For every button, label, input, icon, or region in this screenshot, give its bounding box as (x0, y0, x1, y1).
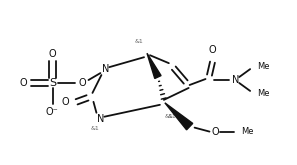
Text: &1: &1 (165, 114, 173, 119)
Text: S: S (49, 78, 56, 88)
Text: Me: Me (257, 89, 270, 98)
Text: O: O (212, 127, 219, 137)
Polygon shape (147, 53, 161, 79)
Text: N: N (102, 64, 109, 74)
Text: &1: &1 (91, 126, 100, 131)
Text: Me: Me (257, 62, 270, 71)
Text: O: O (62, 97, 69, 107)
Polygon shape (165, 103, 193, 130)
Text: N: N (97, 114, 104, 124)
Text: &1: &1 (168, 114, 176, 119)
Text: O: O (79, 78, 86, 88)
Text: O: O (19, 78, 27, 88)
Text: O: O (209, 45, 216, 55)
Text: Me: Me (241, 127, 254, 136)
Text: O: O (49, 49, 57, 59)
Text: &1: &1 (135, 39, 143, 44)
Text: O⁻: O⁻ (45, 107, 58, 117)
Text: N: N (232, 75, 239, 85)
